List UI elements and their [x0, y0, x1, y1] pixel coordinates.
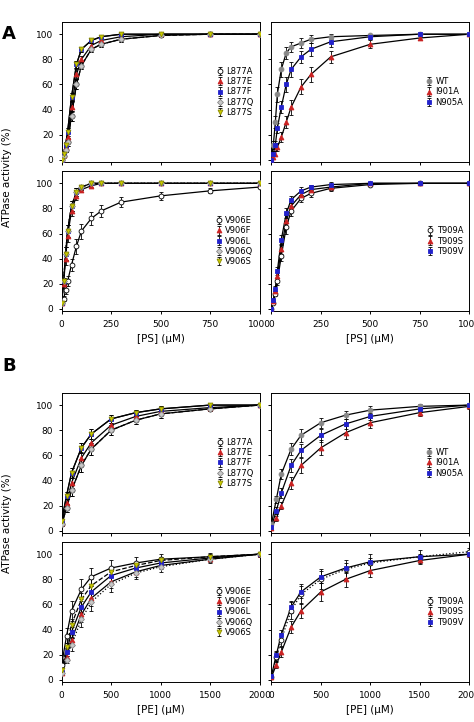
- Legend: T909A, T909S, T909V: T909A, T909S, T909V: [425, 596, 465, 628]
- Text: ATPase activity (%): ATPase activity (%): [2, 474, 12, 573]
- X-axis label: [PS] (μM): [PS] (μM): [137, 334, 184, 344]
- Text: A: A: [2, 25, 16, 43]
- X-axis label: [PE] (μM): [PE] (μM): [137, 705, 184, 716]
- Legend: L877A, L877E, L877F, L877Q, L877S: L877A, L877E, L877F, L877Q, L877S: [215, 65, 255, 118]
- X-axis label: [PS] (μM): [PS] (μM): [346, 334, 394, 344]
- Legend: L877A, L877E, L877F, L877Q, L877S: L877A, L877E, L877F, L877Q, L877S: [215, 436, 255, 490]
- Legend: WT, I901A, N905A: WT, I901A, N905A: [424, 76, 465, 108]
- Legend: WT, I901A, N905A: WT, I901A, N905A: [424, 446, 465, 479]
- Legend: T909A, T909S, T909V: T909A, T909S, T909V: [425, 225, 465, 258]
- Legend: V906E, V906F, V906L, V906Q, V906S: V906E, V906F, V906L, V906Q, V906S: [214, 586, 255, 639]
- Text: ATPase activity (%): ATPase activity (%): [2, 127, 12, 227]
- X-axis label: [PE] (μM): [PE] (μM): [346, 705, 394, 716]
- Legend: V906E, V906F, V906L, V906Q, V906S: V906E, V906F, V906L, V906Q, V906S: [214, 214, 255, 268]
- Text: B: B: [2, 357, 16, 375]
